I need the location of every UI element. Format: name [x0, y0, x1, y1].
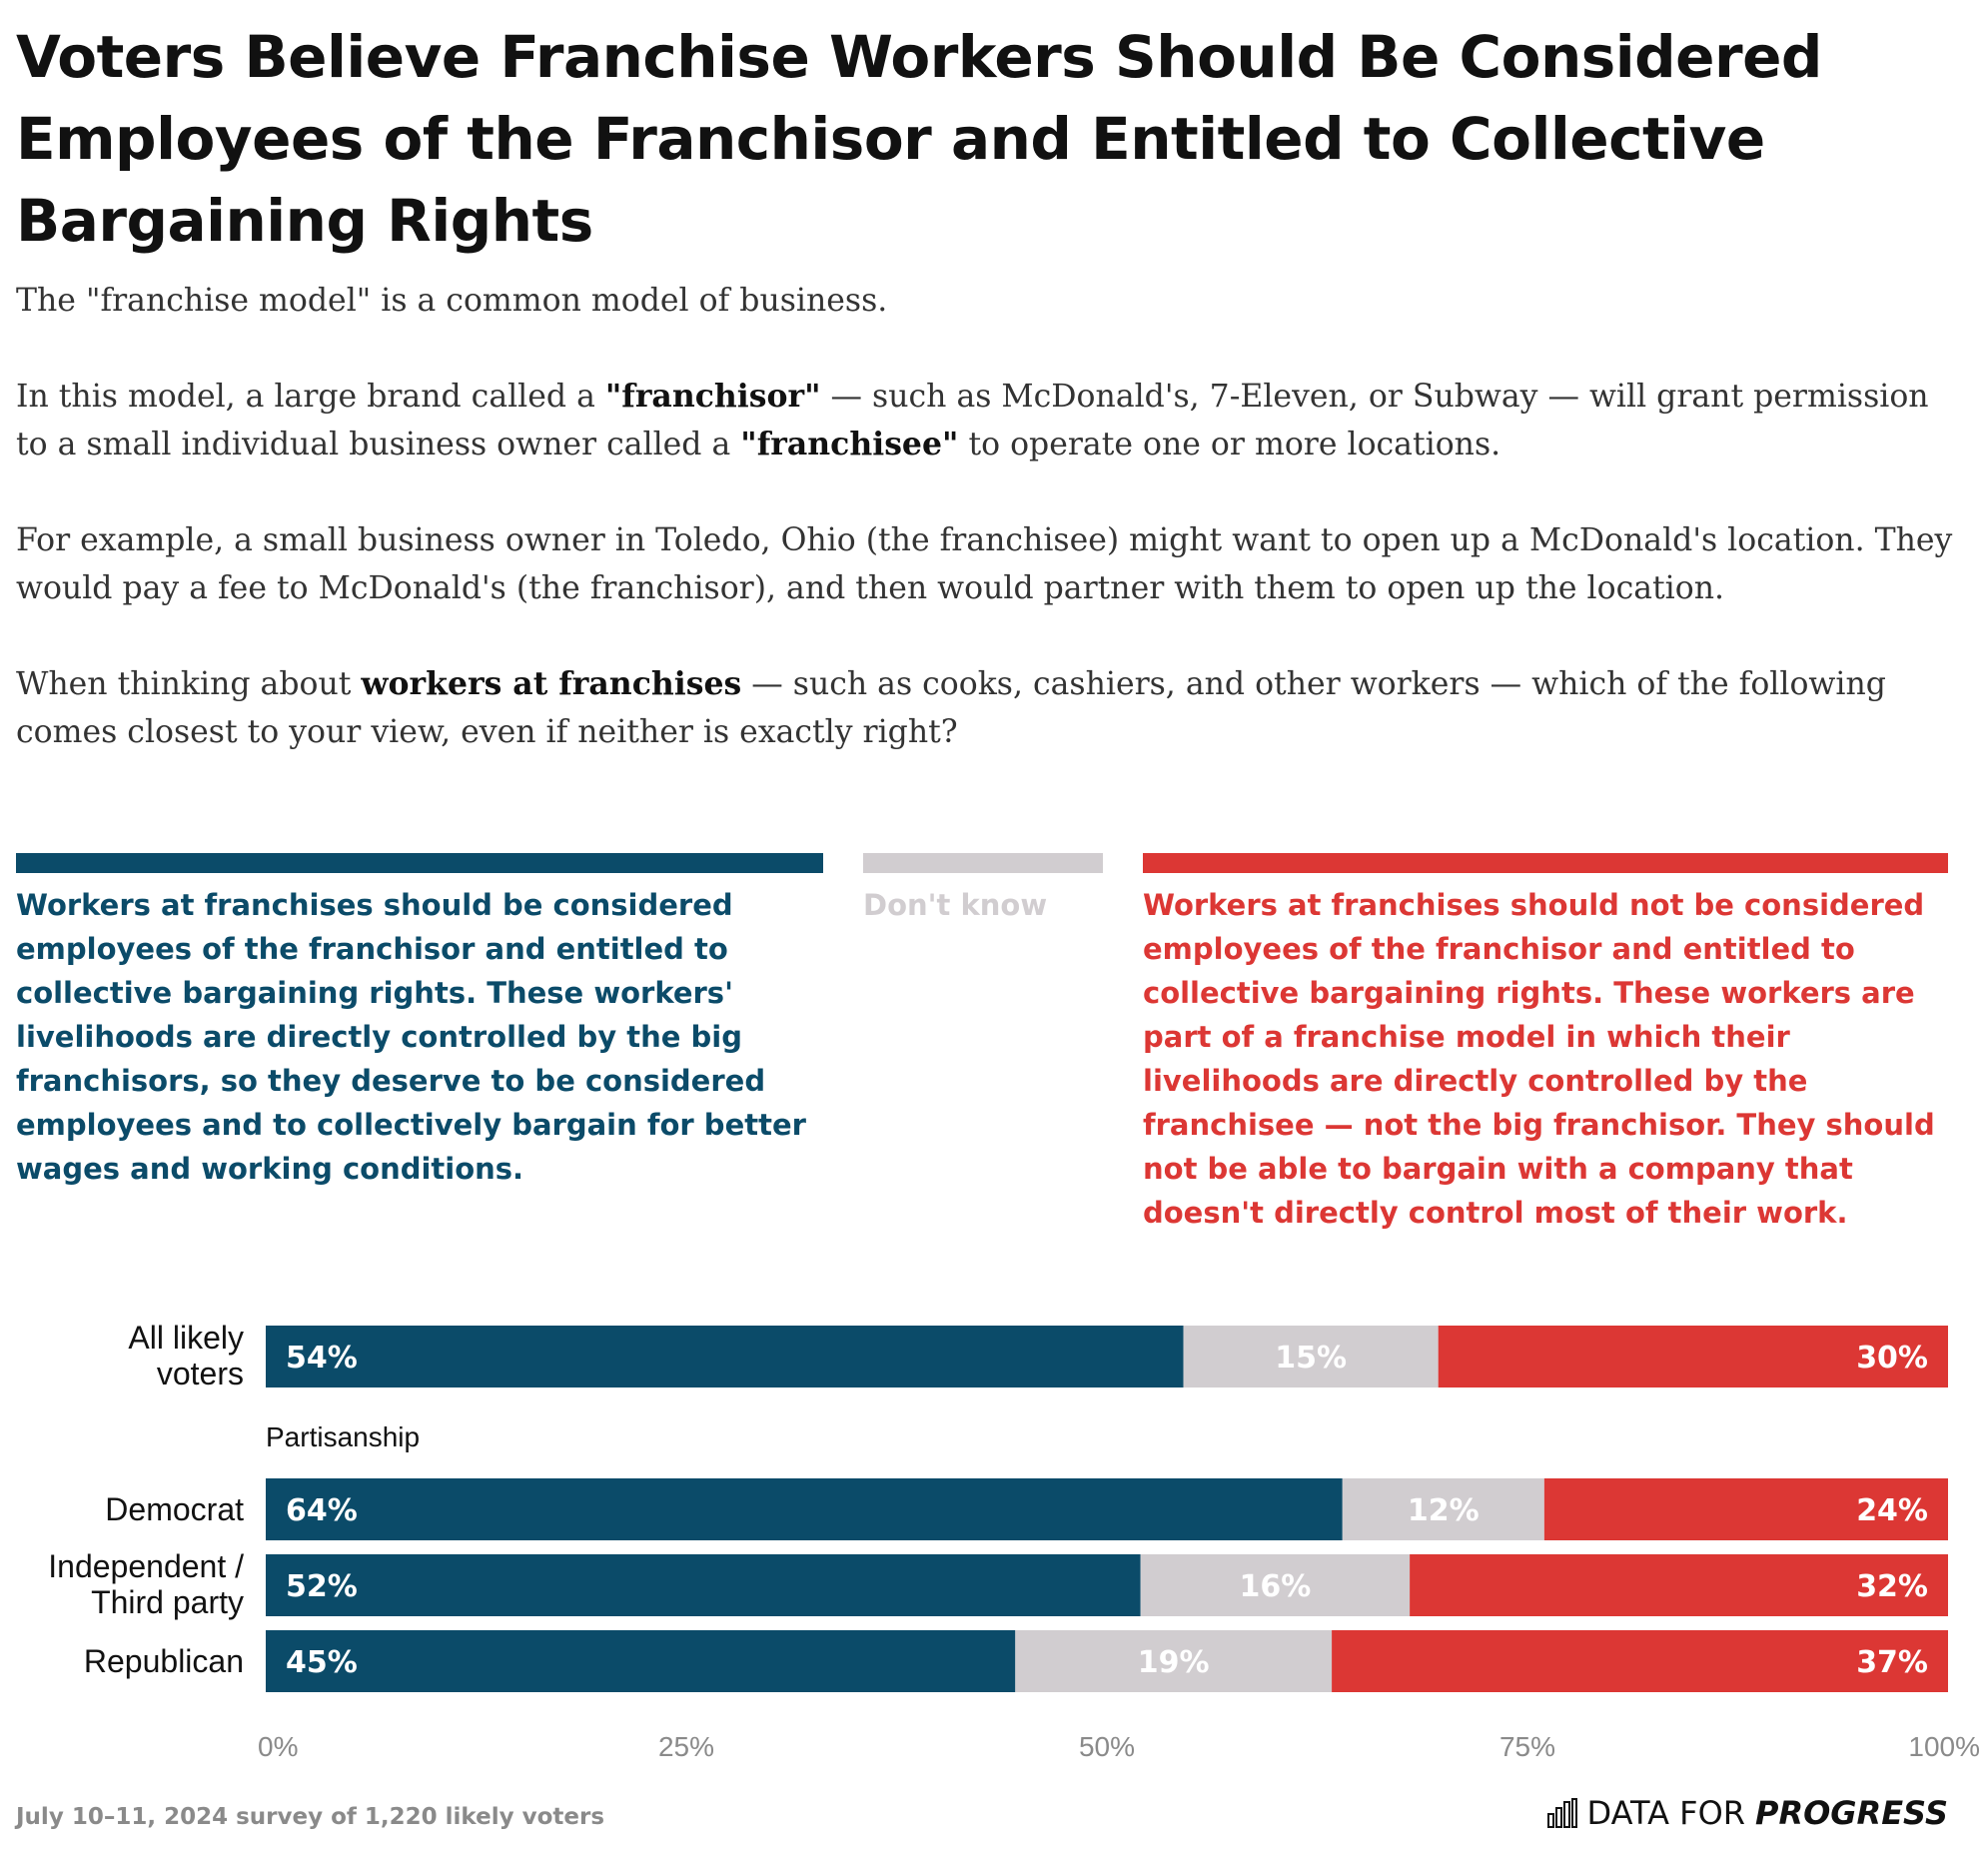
bar-3-2 [1332, 1630, 1948, 1692]
intro-p2-c: — such as McDonald's, 7-Eleven, or Subwa… [16, 379, 1929, 463]
intro-text: The "franchise model" is a common model … [16, 277, 1964, 804]
x-tick-label-0: 0% [258, 1731, 298, 1762]
bar-label-1-2: 24% [1856, 1493, 1928, 1528]
bar-chart-logo-icon [1546, 1798, 1577, 1828]
legend-oppose-text: Workers at franchises should not be cons… [1143, 888, 1935, 1230]
legend-oppose-swatch [1143, 853, 1948, 873]
bar-2-0 [266, 1554, 1141, 1616]
bar-0-1 [1183, 1326, 1439, 1388]
bar-1-2 [1543, 1478, 1948, 1540]
intro-p4-c: — such as cooks, cashiers, and other wor… [16, 666, 1886, 750]
bar-label-2-0: 52% [286, 1569, 358, 1604]
row-label-3: Republican [84, 1643, 244, 1679]
intro-paragraph-3: For example, a small business owner in T… [16, 522, 1953, 606]
x-tick-label-1: 25% [658, 1731, 714, 1762]
intro-paragraph-4: When thinking about workers at franchise… [16, 660, 1964, 756]
footnote: July 10–11, 2024 survey of 1,220 likely … [16, 1804, 605, 1830]
intro-p4-a: When thinking about [16, 666, 362, 702]
legend-dont-know: Don't know [863, 853, 1103, 927]
row-label-0: All likely voters [128, 1320, 244, 1391]
bar-0-2 [1438, 1326, 1948, 1388]
legend-support-swatch [16, 853, 823, 873]
bar-label-0-1: 15% [1275, 1341, 1347, 1376]
bar-label-1-1: 12% [1408, 1493, 1480, 1528]
legend-support-text: Workers at franchises should be consider… [16, 888, 806, 1186]
logo-text-light: DATA FOR [1586, 1794, 1745, 1832]
x-tick-label-4: 100% [1908, 1731, 1980, 1762]
bar-label-0-2: 30% [1856, 1341, 1928, 1376]
intro-paragraph-2: In this model, a large brand called a "f… [16, 373, 1964, 468]
legend-dont-know-swatch [863, 853, 1103, 873]
bar-label-2-2: 32% [1856, 1569, 1928, 1604]
bar-label-0-0: 54% [286, 1341, 358, 1376]
bar-0-0 [266, 1326, 1184, 1388]
legend-support: Workers at franchises should be consider… [16, 853, 823, 1191]
intro-p2-e: to operate one or more locations. [958, 427, 1501, 463]
bar-3-0 [266, 1630, 1016, 1692]
bar-label-3-0: 45% [286, 1645, 358, 1680]
legend-dont-know-text: Don't know [863, 888, 1048, 922]
bar-1-1 [1342, 1478, 1544, 1540]
x-tick-label-3: 75% [1499, 1731, 1555, 1762]
bar-label-1-0: 64% [286, 1493, 358, 1528]
intro-p4-workers: workers at franchises [361, 665, 742, 702]
row-label-2: Independent / Third party [48, 1548, 244, 1620]
stacked-bar-chart: All likely voters 54% 15% 30% Democrat 64% 12% 2… [48, 1320, 1980, 1762]
bar-2-1 [1140, 1554, 1411, 1616]
bar-3-1 [1015, 1630, 1333, 1692]
bar-label-2-1: 16% [1239, 1569, 1311, 1604]
intro-p2-franchisor: "franchisor" [604, 378, 821, 415]
intro-p2-franchisee: "franchisee" [740, 426, 959, 463]
intro-p2-a: In this model, a large brand called a [16, 379, 605, 415]
chart-title: Voters Believe Franchise Workers Should … [16, 23, 1822, 255]
legend-oppose: Workers at franchises should not be cons… [1143, 853, 1948, 1235]
logo-text-bold: PROGRESS [1754, 1794, 1948, 1832]
group-label-partisanship: Partisanship [266, 1421, 420, 1452]
bar-label-3-2: 37% [1856, 1645, 1928, 1680]
data-for-progress-logo: DATA FOR PROGRESS [1546, 1794, 1948, 1832]
x-tick-label-2: 50% [1079, 1731, 1135, 1762]
row-label-1: Democrat [105, 1491, 244, 1527]
intro-paragraph-1: The "franchise model" is a common model … [16, 283, 888, 319]
bar-label-3-1: 19% [1138, 1645, 1210, 1680]
bar-2-2 [1410, 1554, 1948, 1616]
bar-1-0 [266, 1478, 1343, 1540]
